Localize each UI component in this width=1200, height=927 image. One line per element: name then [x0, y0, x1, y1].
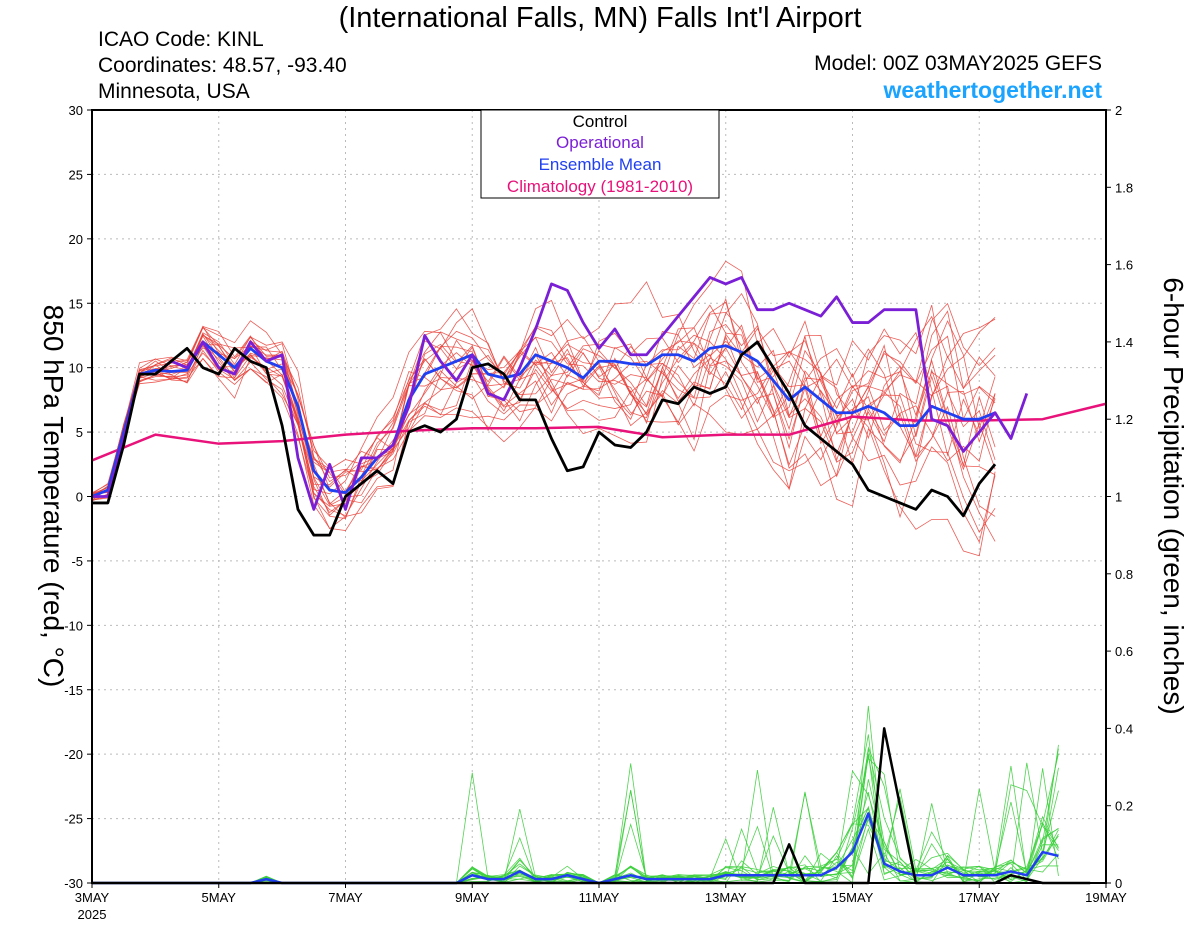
member-temp-line — [91, 331, 996, 519]
legend-operational: Operational — [556, 133, 644, 152]
y2-tick-label: 0.4 — [1115, 721, 1133, 736]
y-tick-label: 15 — [69, 296, 83, 311]
y-tick-label: -20 — [64, 747, 83, 762]
grid-lines — [91, 110, 1107, 883]
coordinates: Coordinates: 48.57, -93.40 — [98, 54, 347, 77]
control-line — [92, 340, 997, 537]
y-tick-label: 10 — [69, 361, 83, 376]
y-tick-label: -5 — [71, 554, 83, 569]
chart-title: (International Falls, MN) Falls Int'l Ai… — [338, 2, 862, 34]
y2-tick-label: 1.4 — [1115, 335, 1133, 350]
x-tick-label: 15MAY — [832, 890, 874, 905]
member-temp-line — [91, 302, 996, 530]
member-precip-line — [92, 744, 1059, 884]
member-temp-line — [91, 281, 996, 505]
legend: Control Operational Ensemble Mean Climat… — [480, 109, 720, 199]
site-link[interactable]: weathertogether.net — [883, 77, 1102, 103]
y-tick-label: 0 — [76, 490, 83, 505]
y-tick-label: -15 — [64, 683, 83, 698]
y2-tick-label: 0.2 — [1115, 799, 1133, 814]
x-tick-label: 19MAY — [1085, 890, 1127, 905]
legend-control: Control — [573, 112, 628, 131]
y2-tick-label: 1 — [1115, 490, 1122, 505]
region: Minnesota, USA — [98, 80, 250, 103]
member-precip-line — [92, 746, 1059, 884]
y2-tick-label: 1.2 — [1115, 412, 1133, 427]
y-tick-label: -30 — [64, 876, 83, 891]
x-tick-label: 17MAY — [958, 890, 1000, 905]
control-precip-line — [92, 727, 1091, 885]
member-temp-line — [91, 304, 996, 520]
y2-tick-label: 1.8 — [1115, 180, 1133, 195]
y-tick-label: -10 — [64, 618, 83, 633]
ensemble-members — [91, 260, 1059, 884]
y2-tick-label: 2 — [1115, 103, 1122, 118]
member-temp-line — [91, 301, 996, 494]
member-temp-line — [91, 325, 996, 497]
member-precip-line — [92, 749, 1059, 884]
y-axis-label-right: 6-hour Precipitation (green, inches) — [1158, 277, 1189, 714]
member-temp-line — [91, 260, 996, 517]
y-tick-label: 20 — [69, 232, 83, 247]
member-temp-line — [91, 320, 996, 499]
x-tick-label: 3MAY — [75, 890, 110, 905]
x-tick-label: 13MAY — [705, 890, 747, 905]
y2-tick-label: 1.6 — [1115, 258, 1133, 273]
y2-tick-label: 0.8 — [1115, 567, 1133, 582]
legend-climatology: Climatology (1981-2010) — [507, 177, 693, 196]
legend-mean: Ensemble Mean — [539, 155, 662, 174]
y-tick-label: 5 — [76, 425, 83, 440]
legend-box — [480, 109, 720, 199]
x-tick-year: 2025 — [78, 907, 107, 922]
y-tick-label: 30 — [69, 103, 83, 118]
y-tick-label: 25 — [69, 167, 83, 182]
x-tick-label: 7MAY — [328, 890, 363, 905]
member-precip-line — [92, 748, 1059, 884]
y-axis-label-left: 850 hPa Temperature (red, °C) — [38, 305, 69, 688]
x-tick-label: 5MAY — [202, 890, 237, 905]
member-temp-line — [91, 315, 996, 531]
model-run: Model: 00Z 03MAY2025 GEFS — [814, 52, 1102, 75]
y2-tick-label: 0.6 — [1115, 644, 1133, 659]
axis-ticks: 302520151050-5-10-15-20-25-3021.81.61.41… — [64, 103, 1133, 922]
icao-code: ICAO Code: KINL — [98, 28, 264, 51]
x-tick-label: 11MAY — [579, 890, 620, 905]
y2-tick-label: 0 — [1115, 876, 1122, 891]
x-tick-label: 9MAY — [455, 890, 490, 905]
operational-line — [92, 276, 1029, 511]
y-tick-label: -25 — [64, 812, 83, 827]
